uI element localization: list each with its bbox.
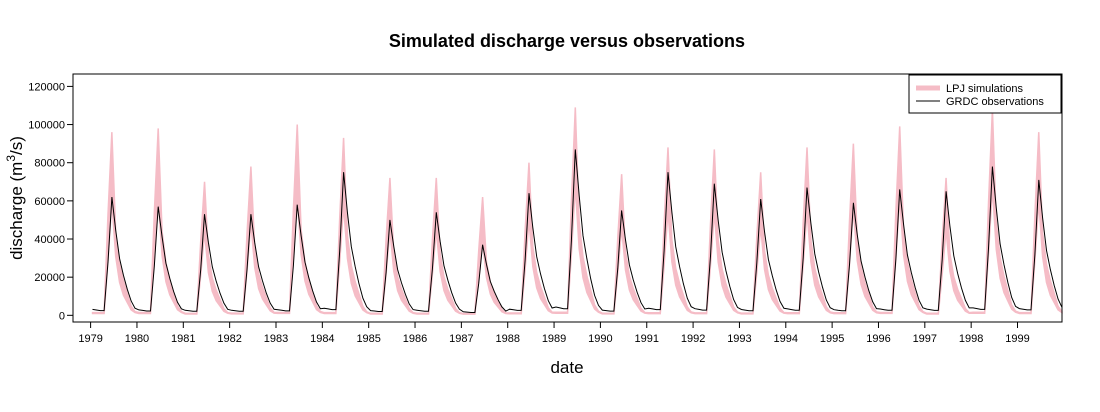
x-tick-label: 1989: [542, 333, 566, 345]
x-tick-label: 1981: [171, 333, 195, 345]
legend-box: [908, 74, 1062, 114]
y-axis-title-main: discharge (m: [7, 162, 26, 260]
x-tick-label: 1983: [264, 333, 288, 345]
y-tick-label: 20000: [34, 272, 65, 284]
series-grdc-observations-line: [92, 149, 1063, 313]
y-axis-title-suffix: /s): [7, 136, 26, 155]
y-tick-label: 80000: [34, 158, 65, 170]
x-tick-label: 1984: [310, 333, 334, 345]
y-axis: 0 20000 40000 60000 80000 100000 120000: [28, 81, 74, 322]
x-tick-label: 1982: [217, 333, 241, 345]
x-tick-label: 1998: [959, 333, 983, 345]
x-tick-label: 1987: [449, 333, 473, 345]
x-tick-label: 1985: [356, 333, 380, 345]
x-tick-label: 1988: [495, 333, 519, 345]
x-tick-label: 1994: [774, 333, 798, 345]
y-tick-label: 40000: [34, 234, 65, 246]
legend-label-grdc: GRDC observations: [946, 96, 1044, 108]
x-axis-title: date: [550, 358, 583, 377]
legend: LPJ simulations GRDC observations: [908, 74, 1062, 114]
x-tick-label: 1997: [913, 333, 937, 345]
x-tick-label: 1979: [78, 333, 102, 345]
series-lpj-simulations-band: [91, 107, 1063, 315]
y-axis-title: discharge (m3/s): [4, 136, 26, 260]
x-tick-label: 1993: [727, 333, 751, 345]
x-axis: 1979 1980 1981 1982 1983 1984 1985 1986 1987 1988…: [78, 321, 1030, 345]
x-tick-label: 1999: [1005, 333, 1029, 345]
x-tick-label: 1990: [588, 333, 612, 345]
x-tick-label: 1996: [866, 333, 890, 345]
x-tick-label: 1980: [125, 333, 149, 345]
y-tick-label: 120000: [28, 81, 65, 93]
y-tick-label: 60000: [34, 196, 65, 208]
x-tick-label: 1992: [681, 333, 705, 345]
y-tick-label: 100000: [28, 120, 65, 132]
legend-label-lpj: LPJ simulations: [946, 83, 1024, 95]
x-tick-label: 1991: [635, 333, 659, 345]
y-axis-title-superscript: 3: [4, 155, 18, 162]
x-tick-label: 1995: [820, 333, 844, 345]
chart-title: Simulated discharge versus observations: [389, 31, 745, 51]
y-tick-label: 0: [59, 310, 65, 322]
plot-area: [91, 107, 1063, 315]
x-tick-label: 1986: [403, 333, 427, 345]
